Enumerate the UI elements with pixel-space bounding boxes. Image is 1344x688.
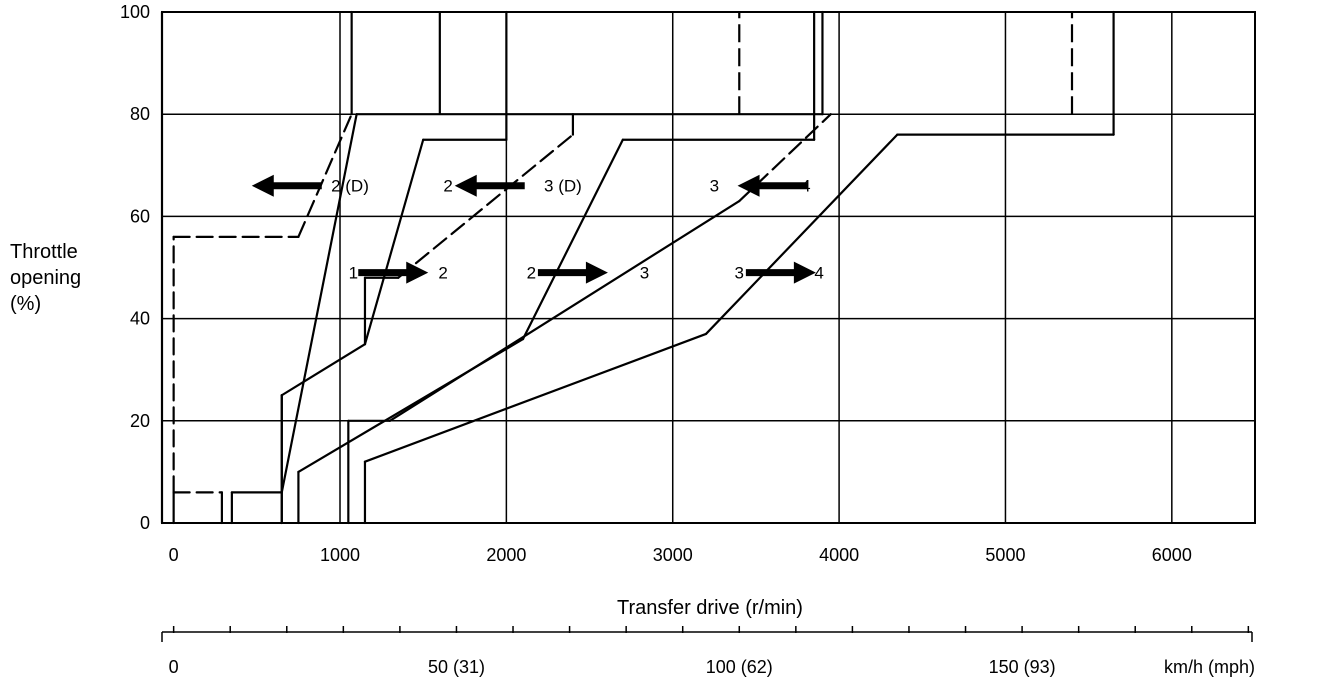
shift-line [280,10,508,525]
gear-label-to: 4 [814,264,823,283]
x-axis-title: Transfer drive (r/min) [617,597,803,619]
shift-line [172,10,353,494]
x-tick-label: 6000 [1152,545,1192,565]
x-tick-labels: 0 1000 2000 3000 4000 5000 6000 [169,545,1192,565]
shift-line-segment [388,199,741,422]
speed-axis: 0 50 (31) 100 (62) 150 (93) km/h (mph) [161,626,1255,677]
x-tick-label: 5000 [985,545,1025,565]
gear-label-from: 3 [710,177,719,196]
gear-label-from: 2 [527,264,536,283]
gear-label-to: 4 [801,177,810,196]
arrow-right-icon [745,261,816,284]
gear-label-to: 2 [438,264,447,283]
speed-tick-label: 0 [169,657,179,677]
speed-axis-tick-labels: 0 50 (31) 100 (62) 150 (93) [169,657,1056,677]
shift-line [363,113,575,346]
gear-label-to: 3 (D) [544,177,582,196]
gear-label-from: 2 [443,177,452,196]
y-tick-label: 40 [130,309,150,329]
speed-tick-label: 50 (31) [428,657,485,677]
y-tick-labels: 0 20 40 60 80 100 [120,2,150,533]
arrow-left-icon [251,174,322,197]
x-tick-label: 4000 [819,545,859,565]
y-axis-title-line-1: Throttle [10,241,78,263]
arrow-left-icon [454,174,525,197]
shift-line-segment [521,138,624,341]
shift-line-segment [704,133,899,336]
shift-line-segment [280,113,358,494]
speed-axis-ticks [161,626,1253,642]
y-axis-title-line-3: (%) [10,293,41,315]
shift-line-segment [397,133,575,279]
arrow-right-icon [358,261,429,284]
shift-annotation: 2 3 (D) [443,174,582,197]
speed-tick-label: 100 (62) [706,657,773,677]
x-tick-label: 3000 [653,545,693,565]
gear-label-from: 1 [349,264,358,283]
shift-line [230,10,824,525]
gear-label-from: 3 [735,264,744,283]
y-axis-title-line-2: opening [10,267,81,289]
shift-line [172,491,223,525]
speed-tick-label: 150 (93) [989,657,1056,677]
vertical-markers [438,12,1074,115]
shift-line-segment [280,343,367,397]
gear-label-to: 2 (D) [331,177,369,196]
x-tick-label: 2000 [486,545,526,565]
shift-line-segment [363,138,425,346]
y-tick-label: 80 [130,104,150,124]
x-tick-label: 0 [169,545,179,565]
speed-axis-unit-label: km/h (mph) [1164,657,1255,677]
arrow-right-icon [537,261,608,284]
gear-label-from: 1 [262,177,271,196]
shift-annotation: 1 2 (D) [251,174,369,197]
shift-lines [160,10,1115,525]
shift-line [363,10,1115,525]
shift-line-segment [738,113,832,203]
y-tick-label: 0 [140,513,150,533]
y-tick-label: 60 [130,206,150,226]
y-tick-label: 20 [130,411,150,431]
shift-line [347,113,832,525]
arrow-left-icon [737,174,808,197]
y-tick-label: 100 [120,2,150,22]
shift-line-segment [363,332,708,463]
x-tick-label: 1000 [320,545,360,565]
shift-line-segment [297,113,353,238]
gear-label-to: 3 [640,264,649,283]
